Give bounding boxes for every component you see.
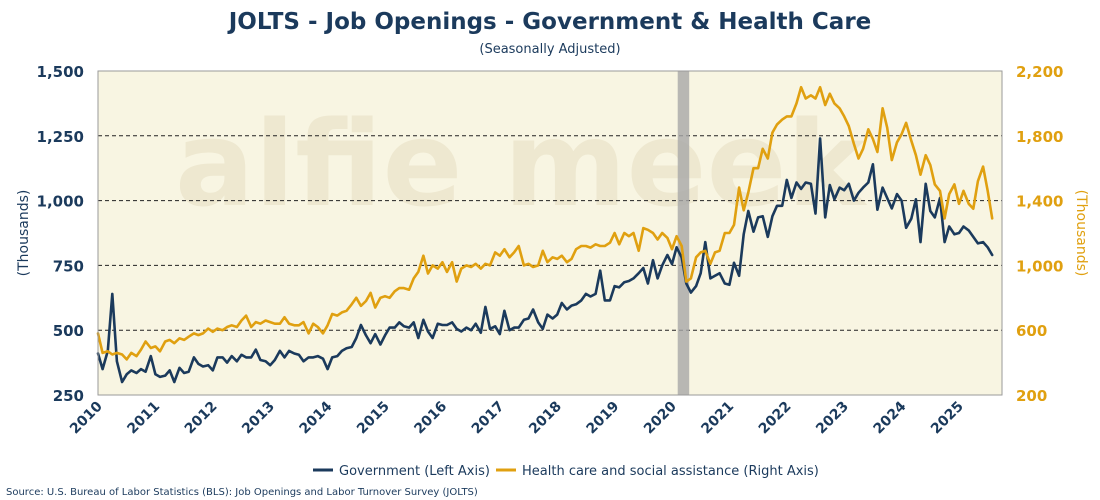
left-tick-label: 1,250 <box>37 128 84 146</box>
right-tick-label: 1,000 <box>1016 257 1063 275</box>
left-axis-ticks: 1,500 1,250 1,000 750 500 250 <box>37 63 84 405</box>
recession-band <box>677 71 690 395</box>
left-tick-label: 750 <box>53 257 84 275</box>
legend-label-government: Government (Left Axis) <box>339 464 490 479</box>
x-tick-label: 2022 <box>756 399 795 438</box>
right-tick-label: 200 <box>1016 387 1047 405</box>
left-axis-label: (Thousands) <box>16 190 32 277</box>
x-axis-ticks: 2010 2011 2012 2013 2014 2015 2016 2017 2018 2019… <box>67 398 967 437</box>
left-tick-label: 1,500 <box>37 63 84 81</box>
left-tick-label: 250 <box>53 387 84 405</box>
watermark: alfie meek <box>175 95 868 233</box>
x-tick-label: 2013 <box>239 399 278 438</box>
right-axis-ticks: 2,200 1,800 1,400 1,000 600 200 <box>1016 63 1063 405</box>
right-tick-label: 600 <box>1016 322 1047 340</box>
x-tick-label: 2018 <box>526 399 565 438</box>
x-tick-label: 2011 <box>124 399 163 438</box>
x-tick-label: 2025 <box>928 399 967 438</box>
series-line-health-care <box>96 85 994 361</box>
x-tick-label: 2017 <box>469 399 508 438</box>
right-tick-label: 1,800 <box>1016 128 1063 146</box>
source-note: Source: U.S. Bureau of Labor Statistics … <box>6 487 478 498</box>
recession-band-group <box>677 71 690 395</box>
right-tick-label: 1,400 <box>1016 193 1063 211</box>
x-tick-label: 2024 <box>871 398 910 437</box>
left-tick-label: 500 <box>53 322 84 340</box>
right-axis-label: (Thousands) <box>1073 190 1089 277</box>
x-tick-label: 2023 <box>813 399 852 438</box>
right-tick-label: 2,200 <box>1016 63 1063 81</box>
series-line-government <box>96 137 994 384</box>
x-tick-label: 2015 <box>354 399 393 438</box>
legend-label-health-care: Health care and social assistance (Right… <box>522 464 819 479</box>
left-tick-label: 1,000 <box>37 193 84 211</box>
x-tick-label: 2012 <box>182 399 221 438</box>
x-tick-label: 2014 <box>297 398 336 437</box>
chart-subtitle: (Seasonally Adjusted) <box>479 42 620 57</box>
series-layer <box>96 85 994 384</box>
plot-area <box>98 71 1002 395</box>
x-tick-label: 2016 <box>411 399 450 438</box>
x-tick-label: 2019 <box>584 399 623 438</box>
x-tick-label: 2020 <box>641 398 680 437</box>
x-tick-label: 2021 <box>698 399 737 438</box>
plot-border <box>97 70 1003 396</box>
legend: Government (Left Axis) Health care and s… <box>313 464 819 479</box>
chart-title: JOLTS - Job Openings - Government & Heal… <box>227 9 872 35</box>
watermark-text: alfie meek <box>175 95 868 233</box>
gridlines <box>98 135 1002 331</box>
